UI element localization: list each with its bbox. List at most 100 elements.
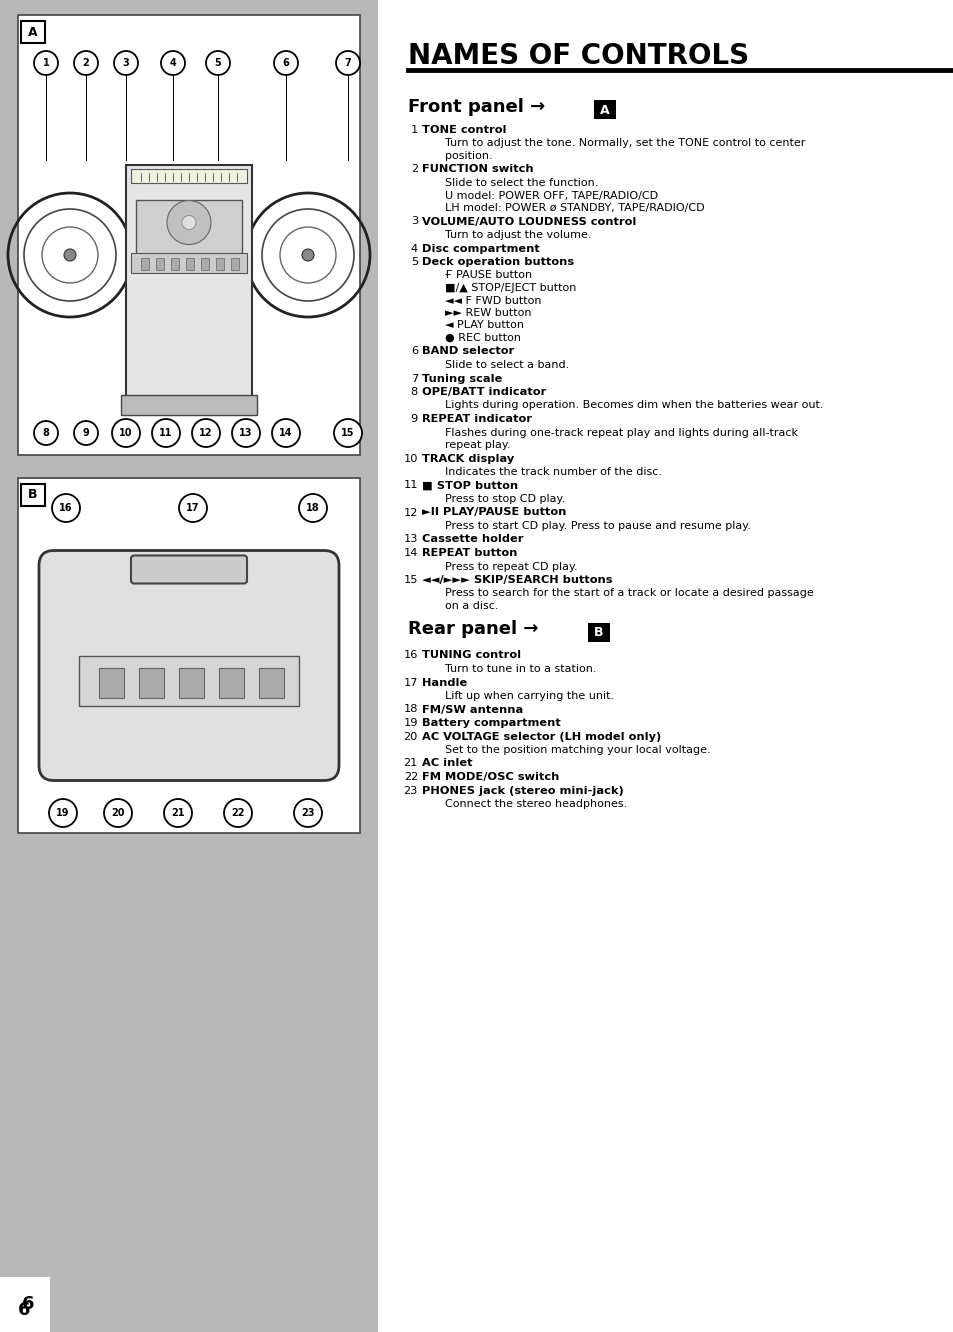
Bar — [18, 478, 359, 832]
Bar — [0, 838, 377, 1332]
Text: Battery compartment: Battery compartment — [421, 718, 560, 729]
Text: 4: 4 — [170, 59, 176, 68]
Circle shape — [192, 420, 220, 448]
Text: B: B — [29, 489, 38, 502]
Text: Turn to adjust the tone. Normally, set the TONE control to center: Turn to adjust the tone. Normally, set t… — [444, 139, 804, 148]
Text: 21: 21 — [172, 809, 185, 818]
Text: 1: 1 — [411, 125, 417, 135]
Bar — [0, 1277, 50, 1332]
Text: 8: 8 — [411, 388, 417, 397]
Circle shape — [335, 51, 359, 75]
Text: TONE control: TONE control — [421, 125, 506, 135]
Bar — [594, 100, 616, 119]
Bar — [215, 258, 224, 270]
Text: Press to search for the start of a track or locate a desired passage: Press to search for the start of a track… — [444, 589, 813, 598]
Text: ■/▲ STOP/EJECT button: ■/▲ STOP/EJECT button — [444, 282, 576, 293]
Text: 12: 12 — [199, 428, 213, 438]
Text: Slide to select a band.: Slide to select a band. — [444, 360, 569, 370]
Circle shape — [49, 799, 77, 827]
Text: Front panel →: Front panel → — [408, 99, 551, 116]
Circle shape — [113, 51, 138, 75]
Bar — [141, 258, 149, 270]
Text: U model: POWER OFF, TAPE/RADIO/CD: U model: POWER OFF, TAPE/RADIO/CD — [444, 190, 658, 201]
Bar — [219, 667, 244, 698]
Text: 23: 23 — [301, 809, 314, 818]
Circle shape — [224, 799, 252, 827]
Circle shape — [52, 494, 80, 522]
Bar — [231, 258, 239, 270]
Text: FM MODE/OSC switch: FM MODE/OSC switch — [421, 773, 558, 782]
Text: 5: 5 — [214, 59, 221, 68]
Text: Press to repeat CD play.: Press to repeat CD play. — [444, 562, 577, 571]
Text: 7: 7 — [411, 373, 417, 384]
Bar — [0, 0, 377, 1332]
Text: A: A — [599, 104, 609, 116]
Circle shape — [74, 421, 98, 445]
Text: Flashes during one-track repeat play and lights during all-track: Flashes during one-track repeat play and… — [444, 428, 797, 437]
Text: 6: 6 — [282, 59, 289, 68]
Text: PHONES jack (stereo mini-jack): PHONES jack (stereo mini-jack) — [421, 786, 623, 795]
Text: 1: 1 — [43, 59, 50, 68]
Text: A: A — [29, 25, 38, 39]
Text: FUNCTION switch: FUNCTION switch — [421, 164, 533, 174]
Text: Rear panel →: Rear panel → — [408, 621, 544, 638]
Circle shape — [161, 51, 185, 75]
Text: 18: 18 — [403, 705, 417, 714]
Text: 10: 10 — [403, 453, 417, 464]
Bar — [258, 667, 284, 698]
Text: FM/SW antenna: FM/SW antenna — [421, 705, 522, 714]
Text: 20: 20 — [403, 731, 417, 742]
Text: Turn to tune in to a station.: Turn to tune in to a station. — [444, 663, 596, 674]
Text: ■ STOP button: ■ STOP button — [421, 481, 517, 490]
Text: ● REC button: ● REC button — [444, 333, 520, 344]
Text: 16: 16 — [59, 503, 72, 513]
Circle shape — [152, 420, 180, 448]
Bar — [18, 15, 359, 456]
Bar — [186, 258, 193, 270]
Bar — [139, 667, 164, 698]
Circle shape — [298, 494, 327, 522]
Text: repeat play.: repeat play. — [444, 440, 510, 450]
Circle shape — [74, 51, 98, 75]
Text: Turn to adjust the volume.: Turn to adjust the volume. — [444, 230, 591, 240]
Text: 6: 6 — [18, 1301, 30, 1319]
Bar — [79, 655, 298, 706]
Bar — [21, 484, 45, 506]
Text: LH model: POWER ø STANDBY, TAPE/RADIO/CD: LH model: POWER ø STANDBY, TAPE/RADIO/CD — [444, 202, 704, 213]
Text: Ғ PAUSE button: Ғ PAUSE button — [444, 270, 532, 281]
Text: 14: 14 — [403, 547, 417, 558]
Circle shape — [302, 249, 314, 261]
Circle shape — [334, 420, 361, 448]
Text: Disc compartment: Disc compartment — [421, 244, 539, 253]
Circle shape — [64, 249, 76, 261]
Text: 14: 14 — [279, 428, 293, 438]
Text: 2: 2 — [411, 164, 417, 174]
Text: ◄◄/►►► SKIP/SEARCH buttons: ◄◄/►►► SKIP/SEARCH buttons — [421, 575, 612, 585]
Circle shape — [272, 420, 299, 448]
Text: BAND selector: BAND selector — [421, 346, 514, 357]
Text: 6: 6 — [411, 346, 417, 357]
Text: AC inlet: AC inlet — [421, 758, 472, 769]
Text: 11: 11 — [403, 481, 417, 490]
Text: on a disc.: on a disc. — [444, 601, 498, 611]
Text: 2: 2 — [83, 59, 90, 68]
Text: 10: 10 — [119, 428, 132, 438]
Text: 13: 13 — [239, 428, 253, 438]
Text: ◄◄ F FWD button: ◄◄ F FWD button — [444, 296, 541, 305]
Text: 17: 17 — [186, 503, 199, 513]
Text: 19: 19 — [403, 718, 417, 729]
Text: ►II PLAY/PAUSE button: ►II PLAY/PAUSE button — [421, 507, 566, 518]
Text: AC VOLTAGE selector (LH model only): AC VOLTAGE selector (LH model only) — [421, 731, 660, 742]
Circle shape — [182, 216, 195, 229]
Text: TUNING control: TUNING control — [421, 650, 520, 661]
Text: 11: 11 — [159, 428, 172, 438]
Text: 9: 9 — [411, 414, 417, 424]
Text: position.: position. — [444, 151, 492, 161]
Text: 22: 22 — [403, 773, 417, 782]
Circle shape — [167, 201, 211, 245]
Bar — [131, 169, 247, 182]
FancyBboxPatch shape — [131, 555, 247, 583]
Bar — [179, 667, 204, 698]
Text: 15: 15 — [341, 428, 355, 438]
Text: Deck operation buttons: Deck operation buttons — [421, 257, 574, 266]
